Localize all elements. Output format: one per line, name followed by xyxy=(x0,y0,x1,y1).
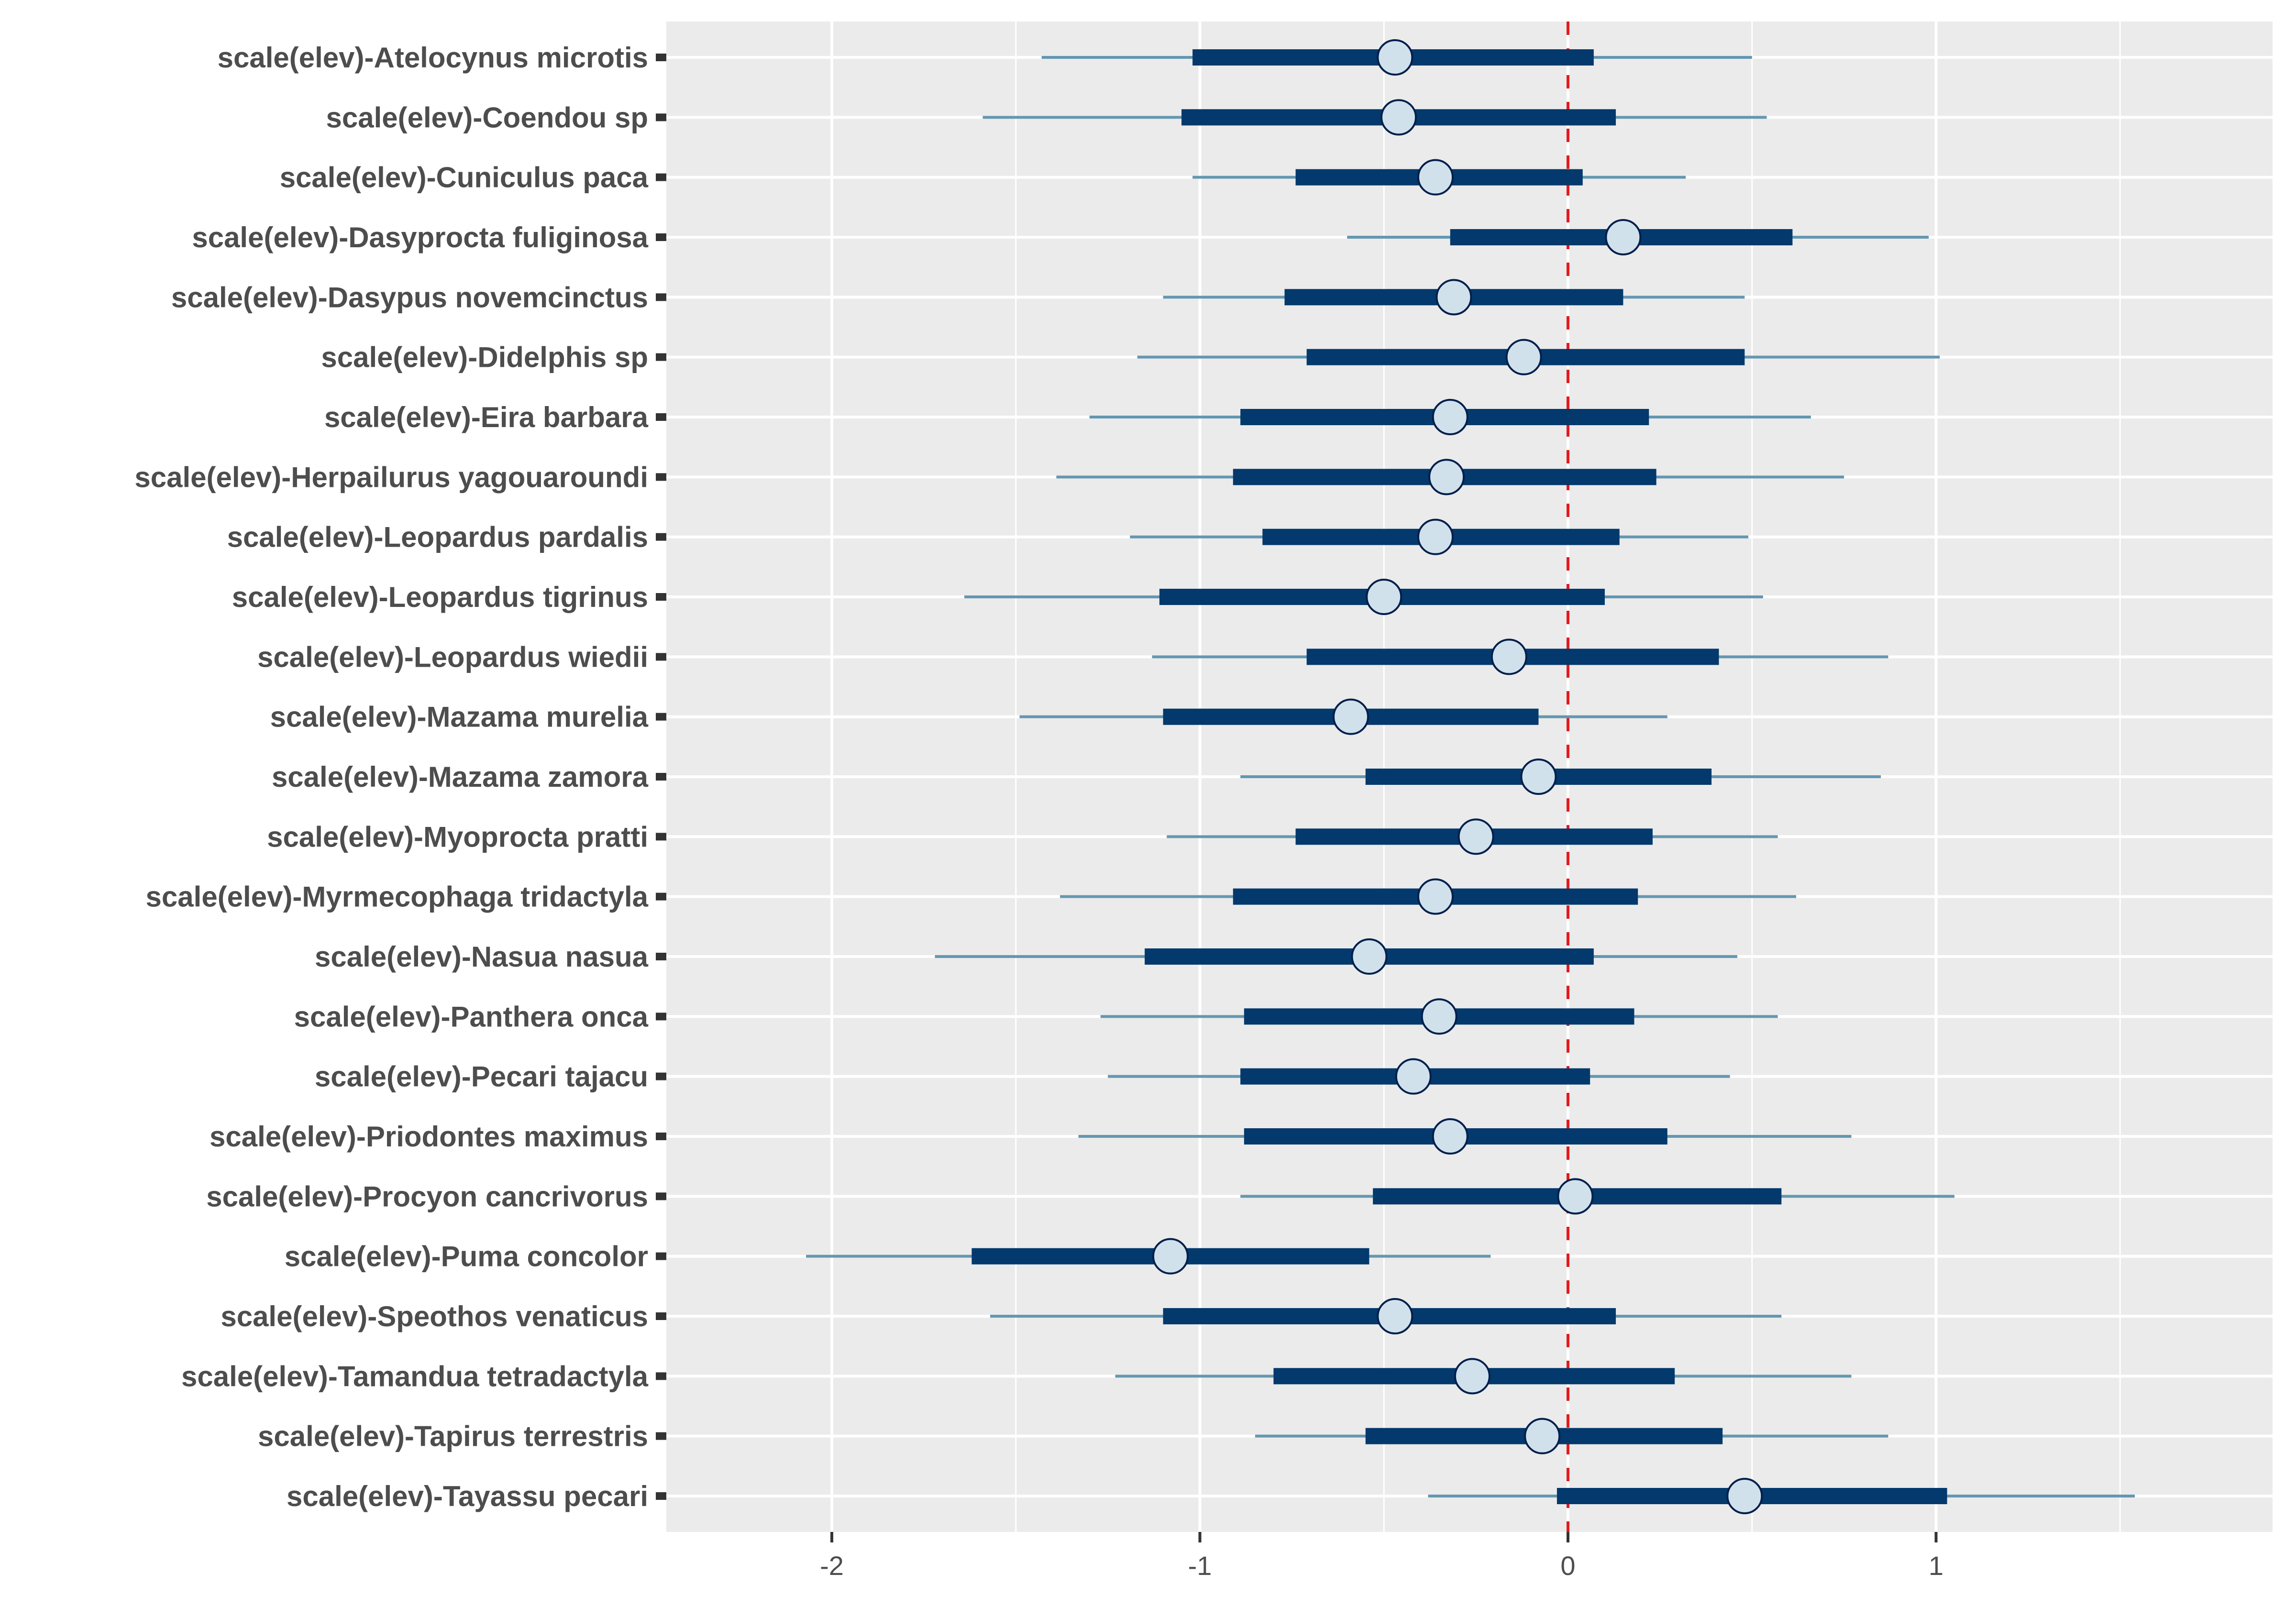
x-tick-label: 1 xyxy=(1929,1551,1943,1581)
estimate-point xyxy=(1421,998,1457,1035)
interval-marks xyxy=(806,39,2135,1514)
estimate-point xyxy=(1524,1418,1561,1454)
estimate-point xyxy=(1417,518,1454,555)
estimate-point xyxy=(1152,1238,1189,1275)
interval-row xyxy=(1240,1178,1954,1215)
estimate-point xyxy=(1377,39,1413,76)
y-tick-label: scale(elev)-Speothos venaticus xyxy=(221,1300,648,1332)
y-tick-label: scale(elev)-Priodontes maximus xyxy=(210,1121,648,1153)
interval-row xyxy=(1255,1418,1888,1454)
estimate-point xyxy=(1417,878,1454,915)
y-tick-label: scale(elev)-Coendou sp xyxy=(326,101,648,133)
interval-row xyxy=(964,579,1763,615)
interval-row xyxy=(1089,399,1811,435)
interval-row xyxy=(1137,339,1940,375)
x-tick-label: -1 xyxy=(1188,1551,1212,1581)
y-tick-label: scale(elev)-Dasyprocta fuliginosa xyxy=(192,221,648,253)
estimate-point xyxy=(1395,1058,1432,1095)
interval-row xyxy=(1056,459,1844,495)
estimate-point xyxy=(1417,159,1454,196)
interval-row xyxy=(1130,518,1749,555)
y-tick-label: scale(elev)-Eira barbara xyxy=(324,401,649,433)
y-tick-label: scale(elev)-Tamandua tetradactyla xyxy=(181,1360,649,1392)
estimate-point xyxy=(1435,279,1472,316)
interval-row xyxy=(1060,878,1797,915)
y-tick-label: scale(elev)-Puma concolor xyxy=(285,1241,648,1273)
estimate-point xyxy=(1557,1178,1594,1215)
interval-row xyxy=(1152,638,1888,675)
y-tick-label: scale(elev)-Dasypus novemcinctus xyxy=(171,281,648,313)
interval-row xyxy=(1100,998,1778,1035)
interval-row xyxy=(1428,1478,2135,1514)
interval-row xyxy=(1115,1358,1852,1395)
interval-row xyxy=(1163,279,1745,316)
y-tick-label: scale(elev)-Procyon cancrivorus xyxy=(206,1180,648,1212)
estimate-point xyxy=(1726,1478,1763,1514)
estimate-point xyxy=(1454,1358,1490,1395)
estimate-point xyxy=(1366,579,1402,615)
interval-row xyxy=(1167,818,1778,855)
x-axis: -2 -1 0 1 xyxy=(820,1532,1943,1581)
y-tick-label: scale(elev)-Cuniculus paca xyxy=(280,162,649,194)
interval-row xyxy=(1192,159,1686,196)
y-tick-label: scale(elev)-Myrmecophaga tridactyla xyxy=(146,881,649,913)
interval-row xyxy=(982,99,1767,136)
interval-row xyxy=(990,1298,1782,1334)
estimate-point xyxy=(1332,698,1369,735)
estimate-point xyxy=(1428,459,1465,495)
y-axis: scale(elev)-Atelocynus microtis scale(ele… xyxy=(134,42,666,1512)
estimate-point xyxy=(1432,1118,1468,1155)
y-tick-label: scale(elev)-Mazama zamora xyxy=(272,761,649,793)
y-tick-label: scale(elev)-Herpailurus yagouaroundi xyxy=(134,461,648,493)
y-tick-label: scale(elev)-Myoprocta pratti xyxy=(267,821,648,853)
estimate-point xyxy=(1457,818,1494,855)
y-tick-label: scale(elev)-Mazama murelia xyxy=(270,701,649,733)
interval-row xyxy=(1108,1058,1730,1095)
estimate-point xyxy=(1377,1298,1413,1334)
interval-row xyxy=(1078,1118,1852,1155)
x-tick-label: -2 xyxy=(820,1551,844,1581)
y-tick-label: scale(elev)-Nasua nasua xyxy=(315,941,649,973)
interval-row xyxy=(1240,759,1881,795)
y-tick-label: scale(elev)-Leopardus tigrinus xyxy=(232,581,648,613)
estimate-point xyxy=(1605,219,1642,255)
interval-row xyxy=(1019,698,1667,735)
x-tick-label: 0 xyxy=(1560,1551,1575,1581)
y-tick-label: scale(elev)-Panthera onca xyxy=(294,1001,649,1033)
y-tick-label: scale(elev)-Leopardus wiedii xyxy=(257,641,648,673)
y-tick-label: scale(elev)-Tayassu pecari xyxy=(287,1480,648,1512)
estimate-point xyxy=(1520,759,1557,795)
y-tick-label: scale(elev)-Didelphis sp xyxy=(321,341,648,374)
y-tick-label: scale(elev)-Tapirus terrestris xyxy=(258,1420,648,1453)
estimate-point xyxy=(1380,99,1417,136)
interval-row xyxy=(1347,219,1929,255)
interval-row xyxy=(1041,39,1752,76)
y-tick-label: scale(elev)-Pecari tajacu xyxy=(315,1061,648,1093)
interval-row xyxy=(935,938,1737,975)
estimate-point xyxy=(1432,399,1468,435)
estimate-point xyxy=(1505,339,1542,375)
estimate-point xyxy=(1490,638,1527,675)
interval-row xyxy=(806,1238,1491,1275)
estimate-point xyxy=(1351,938,1388,975)
y-tick-label: scale(elev)-Atelocynus microtis xyxy=(218,42,648,74)
y-tick-label: scale(elev)-Leopardus pardalis xyxy=(227,521,648,553)
